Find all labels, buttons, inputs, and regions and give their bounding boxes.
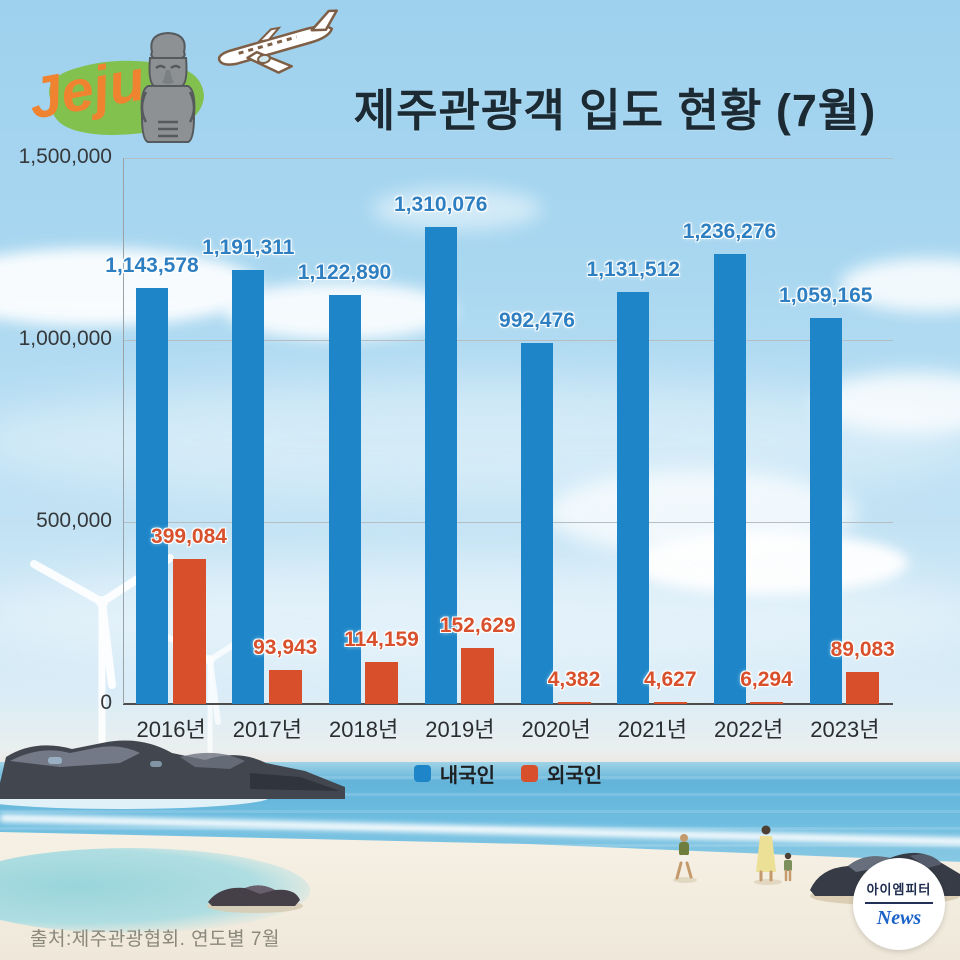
value-label: 6,294 [740, 667, 793, 691]
publisher-badge: 아이엠피터 News [853, 858, 945, 950]
value-label: 1,143,578 [105, 253, 199, 277]
y-axis-tick-label: 0 [100, 691, 112, 714]
foreign-bar-2019년 [461, 648, 495, 704]
chart-legend: 내국인 외국인 [123, 759, 893, 788]
value-label: 89,083 [830, 637, 895, 661]
value-label: 399,084 [151, 524, 227, 548]
legend-swatch [521, 765, 538, 782]
x-axis-tick-label: 2017년 [232, 717, 302, 742]
value-label: 1,236,276 [682, 219, 777, 243]
x-axis-tick-label: 2023년 [810, 717, 880, 742]
value-label: 93,943 [253, 635, 318, 659]
gridline [123, 340, 893, 341]
foreign-bar-2022년 [750, 701, 783, 704]
domestic-bar-2016년 [136, 287, 168, 704]
domestic-bar-2017년 [232, 270, 265, 704]
domestic-bar-2021년 [617, 292, 650, 704]
foreign-bar-2016년 [172, 558, 206, 704]
domestic-bar-2020년 [521, 342, 553, 704]
y-axis-line [123, 158, 124, 704]
jeju-logo: Jeju [22, 8, 352, 148]
foreign-bar-2018년 [365, 662, 398, 704]
x-axis-line [123, 703, 893, 705]
x-axis-tick-label: 2022년 [714, 717, 784, 742]
domestic-bar-2022년 [713, 253, 746, 704]
airplane-icon [217, 9, 338, 74]
value-label: 4,382 [547, 668, 601, 691]
value-label: 114,159 [344, 628, 419, 652]
source-caption: 출처:제주관광협회. 연도별 7월 [30, 929, 280, 950]
foreign-bar-2017년 [268, 669, 302, 704]
x-axis-tick-label: 2019년 [425, 717, 495, 742]
beach-people-illustration [673, 825, 792, 885]
y-axis-tick-label: 1,500,000 [18, 145, 112, 168]
foreign-bar-2020년 [557, 702, 591, 704]
value-label: 1,191,311 [202, 236, 295, 260]
legend-item: 외국인 [521, 759, 602, 788]
x-axis-tick-label: 2020년 [521, 717, 591, 742]
rock-small-icon [207, 885, 303, 913]
y-axis-tick-label: 1,000,000 [18, 327, 112, 350]
legend-swatch [413, 765, 431, 782]
x-axis-tick-label: 2018년 [329, 717, 399, 742]
foreign-bar-2023년 [846, 671, 880, 704]
rocks-left-icon [0, 740, 345, 809]
legend-item: 내국인 [413, 759, 495, 788]
domestic-bar-2019년 [424, 227, 457, 704]
value-label: 992,476 [499, 308, 575, 332]
value-label: 4,627 [643, 668, 697, 691]
foreign-bar-2021년 [653, 702, 687, 704]
value-label: 152,629 [439, 614, 516, 638]
value-label: 1,059,165 [779, 284, 873, 308]
legend-label: 외국인 [547, 765, 603, 787]
x-axis-tick-label: 2016년 [136, 717, 206, 742]
dol-hareubang-statue-icon [140, 31, 196, 143]
domestic-bar-2023년 [809, 318, 842, 704]
domestic-bar-2018년 [328, 295, 361, 704]
publisher-news-label: News [876, 906, 922, 929]
publisher-name: 아이엠피터 [864, 879, 934, 904]
value-label: 1,310,076 [394, 193, 488, 217]
y-axis-tick-label: 500,000 [36, 509, 112, 532]
page-title: 제주관광객 입도 현황 (7월) [353, 85, 877, 136]
value-label: 1,131,512 [586, 258, 680, 282]
value-label: 1,122,890 [297, 261, 392, 285]
gridline [123, 158, 893, 159]
x-axis-tick-label: 2021년 [617, 717, 687, 742]
gridline [123, 522, 893, 523]
legend-label: 내국인 [439, 765, 495, 787]
